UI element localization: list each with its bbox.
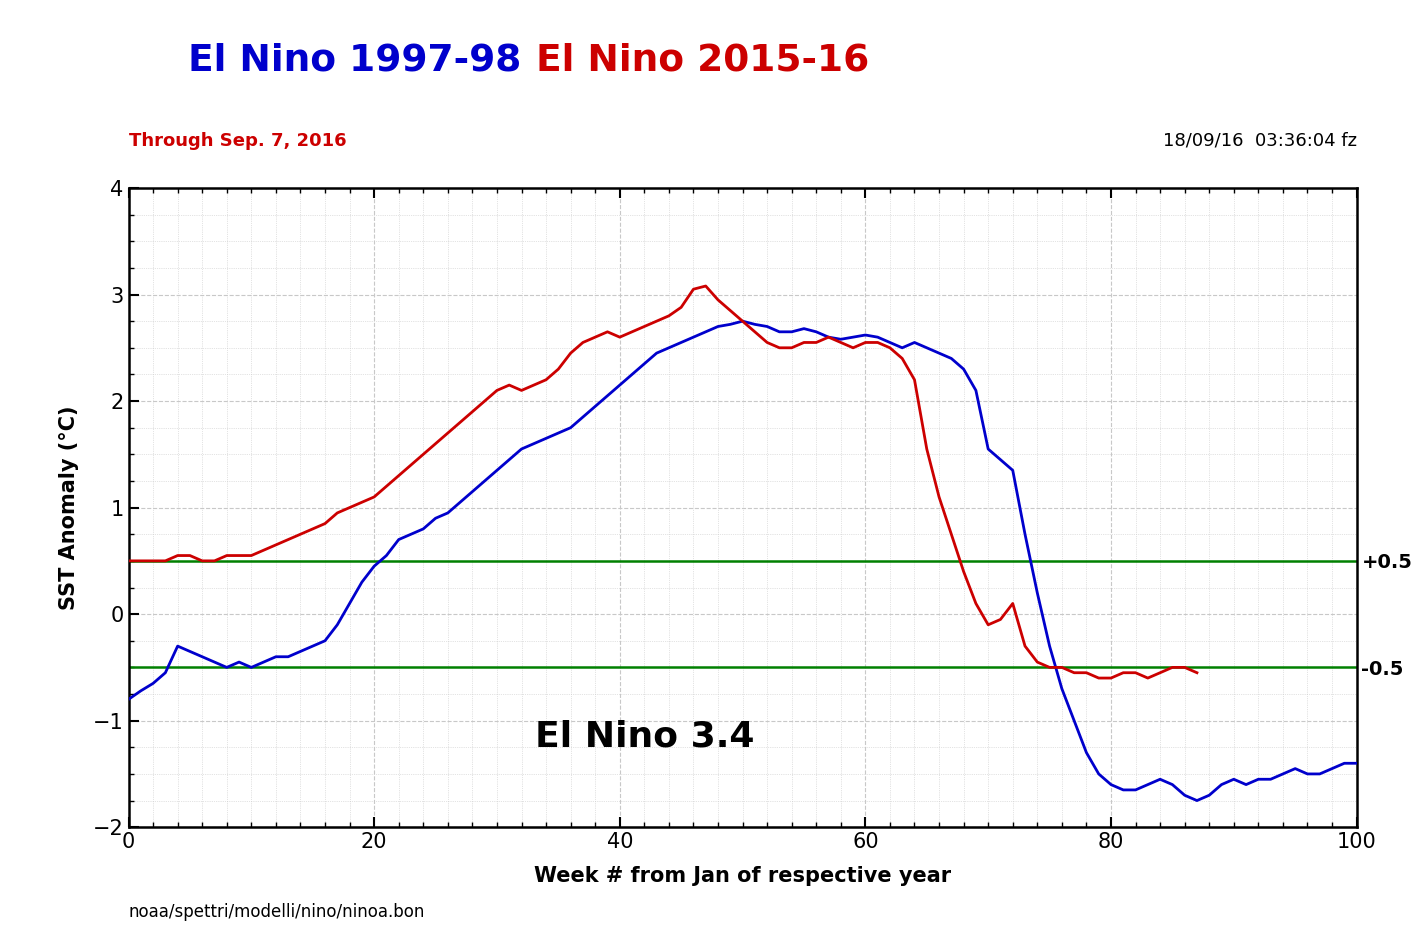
Text: 18/09/16  03:36:04 fz: 18/09/16 03:36:04 fz	[1162, 132, 1357, 149]
Text: Through Sep. 7, 2016: Through Sep. 7, 2016	[129, 132, 346, 149]
X-axis label: Week # from Jan of respective year: Week # from Jan of respective year	[534, 866, 951, 885]
Text: El Nino 1997-98: El Nino 1997-98	[188, 42, 521, 78]
Text: El Nino 3.4: El Nino 3.4	[534, 720, 754, 754]
Text: El Nino 2015-16: El Nino 2015-16	[536, 42, 868, 78]
Text: noaa/spettri/modelli/nino/ninoa.bon: noaa/spettri/modelli/nino/ninoa.bon	[129, 903, 426, 921]
Y-axis label: SST Anomaly (°C): SST Anomaly (°C)	[59, 405, 79, 610]
